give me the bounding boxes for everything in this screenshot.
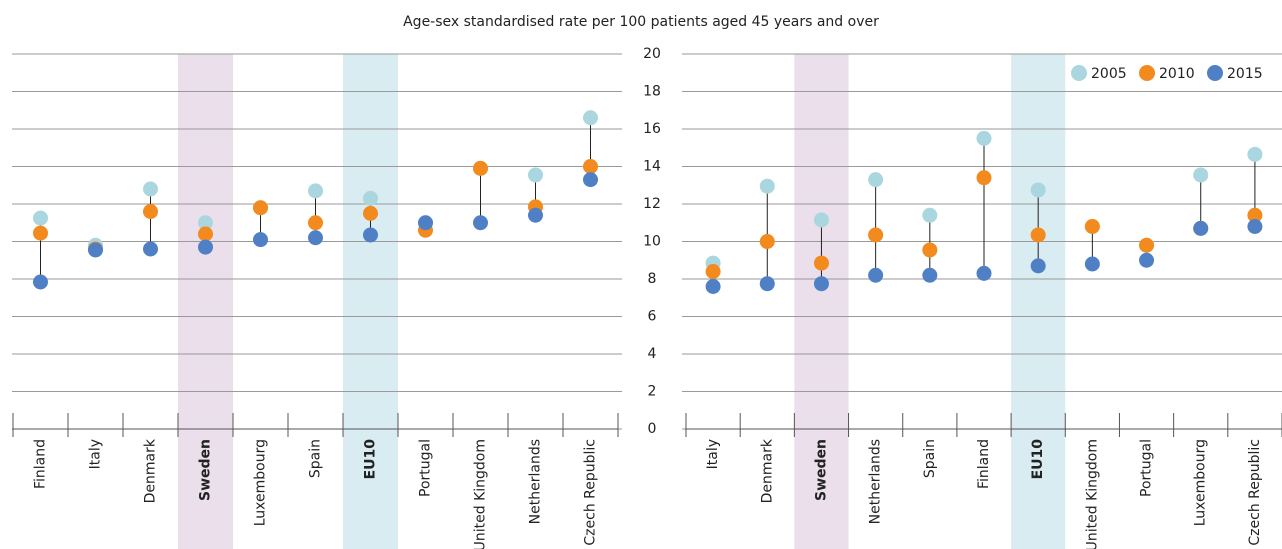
x-tick-label: United Kingdom: [1084, 439, 1100, 549]
x-tick-label: Portugal: [1139, 439, 1155, 497]
dot: [1085, 219, 1100, 234]
dot: [814, 256, 829, 271]
dot: [308, 215, 323, 230]
dot: [363, 206, 378, 221]
x-tick-label: Finland: [33, 439, 49, 489]
dot: [760, 179, 775, 194]
dot: [706, 264, 721, 279]
dot: [143, 182, 158, 197]
y-tick-label: 20: [643, 46, 661, 62]
dot: [33, 275, 48, 290]
dot: [1247, 147, 1262, 162]
x-tick-label: Luxembourg: [1193, 439, 1209, 526]
x-tick-label: United Kingdom: [473, 439, 489, 549]
dot: [583, 172, 598, 187]
dot: [868, 268, 883, 283]
dot: [33, 226, 48, 241]
dot: [473, 215, 488, 230]
x-tick-label: Italy: [705, 439, 721, 469]
x-tick-label: Netherlands: [528, 439, 544, 524]
y-tick-label: 6: [648, 309, 657, 325]
x-tick-label: Denmark: [143, 438, 159, 503]
x-tick-label: EU10: [1030, 439, 1046, 480]
legend-swatch: [1139, 65, 1155, 81]
dot: [760, 234, 775, 249]
legend-label: 2015: [1227, 66, 1263, 82]
dot: [1031, 258, 1046, 273]
dot: [1247, 219, 1262, 234]
dot: [473, 161, 488, 176]
dot: [33, 211, 48, 226]
dot: [1031, 227, 1046, 242]
x-tick-label: Netherlands: [868, 439, 884, 524]
x-tick-label: Italy: [88, 439, 104, 469]
legend-swatch: [1207, 65, 1223, 81]
x-tick-label: Czech Republic: [583, 439, 599, 546]
dot: [528, 208, 543, 223]
y-tick-label: 8: [648, 271, 657, 287]
page: {"chart_data": {"type": "dot-range", "ti…: [0, 0, 1282, 549]
dot: [198, 240, 213, 255]
dot: [1139, 253, 1154, 268]
dot: [922, 268, 937, 283]
y-tick-label: 10: [643, 234, 661, 250]
dot: [418, 215, 433, 230]
dot: [308, 230, 323, 245]
dot: [922, 208, 937, 223]
dot: [922, 242, 937, 257]
dot: [143, 242, 158, 257]
dot: [706, 279, 721, 294]
dot: [253, 200, 268, 215]
dot: [1193, 221, 1208, 236]
dot: [814, 276, 829, 291]
y-tick-label: 2: [648, 384, 657, 400]
dot: [253, 232, 268, 247]
x-tick-label: Czech Republic: [1247, 439, 1263, 546]
y-tick-label: 18: [643, 84, 661, 100]
legend-swatch: [1071, 65, 1087, 81]
chart-title: Age-sex standardised rate per 100 patien…: [403, 14, 879, 30]
x-tick-label: Luxembourg: [253, 439, 269, 526]
x-tick-label: Spain: [308, 439, 324, 478]
dot: [977, 170, 992, 185]
dot: [977, 266, 992, 281]
dot: [760, 276, 775, 291]
dot: [868, 227, 883, 242]
x-tick-label: Finland: [976, 439, 992, 489]
y-tick-label: 0: [648, 421, 657, 437]
dot: [1193, 167, 1208, 182]
y-tick-label: 4: [648, 346, 657, 362]
dot: [868, 172, 883, 187]
dot: [88, 242, 103, 257]
x-tick-label: EU10: [363, 439, 379, 480]
dot: [977, 131, 992, 146]
y-tick-label: 14: [643, 159, 661, 175]
x-tick-label: Portugal: [418, 439, 434, 497]
dot: [583, 159, 598, 174]
legend-label: 2005: [1091, 66, 1127, 82]
dot: [363, 227, 378, 242]
chart: Age-sex standardised rate per 100 patien…: [0, 0, 1282, 549]
dot: [814, 212, 829, 227]
y-tick-label: 12: [643, 196, 661, 212]
x-tick-label: Sweden: [813, 439, 829, 501]
x-tick-label: Denmark: [759, 438, 775, 503]
dot: [583, 110, 598, 125]
legend-label: 2010: [1159, 66, 1195, 82]
x-tick-label: Spain: [922, 439, 938, 478]
x-tick-label: Sweden: [198, 439, 214, 501]
y-tick-label: 16: [643, 121, 661, 137]
dot: [1139, 238, 1154, 253]
dot: [198, 227, 213, 242]
dot: [1085, 257, 1100, 272]
dot: [143, 204, 158, 219]
dot: [1031, 182, 1046, 197]
dot: [308, 183, 323, 198]
dot: [363, 191, 378, 206]
dot: [528, 167, 543, 182]
